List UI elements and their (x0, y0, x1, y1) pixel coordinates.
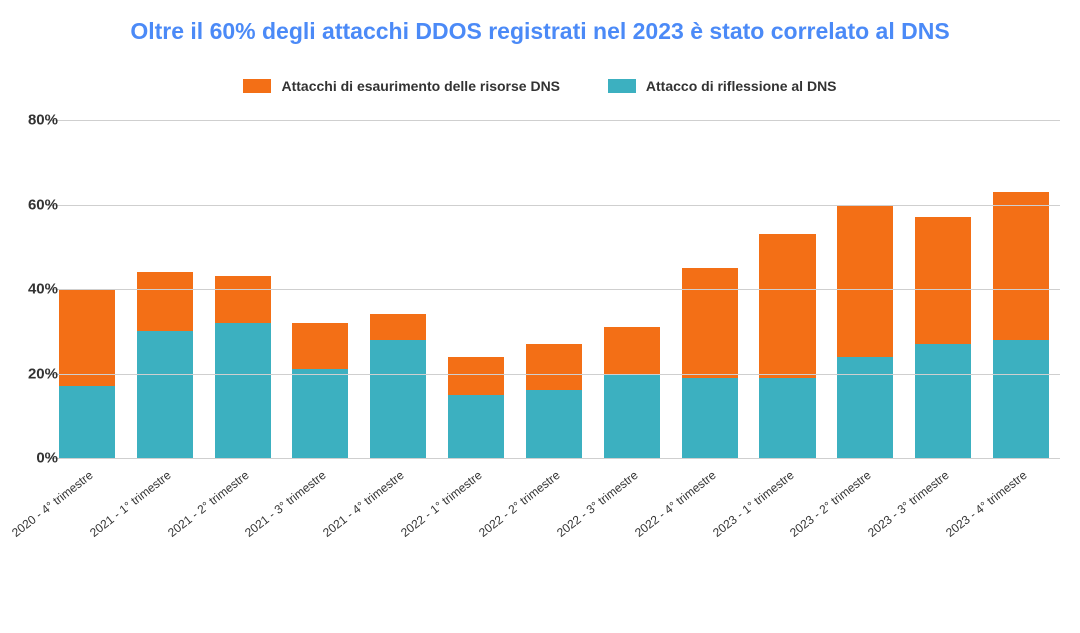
bar-segment-exhaustion (526, 344, 582, 390)
y-tick-label: 80% (28, 112, 58, 129)
y-tick-label: 40% (28, 281, 58, 298)
bar-segment-reflection (448, 395, 504, 458)
legend-label-exhaustion: Attacchi di esaurimento delle risorse DN… (281, 78, 560, 94)
bar-segment-exhaustion (292, 323, 348, 369)
bar (915, 217, 971, 458)
bar (604, 327, 660, 458)
chart-container: Oltre il 60% degli attacchi DDOS registr… (0, 0, 1080, 608)
bar-segment-reflection (59, 386, 115, 458)
bar-segment-exhaustion (448, 357, 504, 395)
bar (137, 272, 193, 458)
bar-segment-reflection (759, 378, 815, 458)
y-tick-label: 0% (36, 450, 58, 467)
plot-area (48, 120, 1060, 458)
bar (370, 314, 426, 458)
y-tick-label: 20% (28, 365, 58, 382)
bar (993, 192, 1049, 458)
bar-segment-exhaustion (837, 205, 893, 357)
bar-segment-exhaustion (370, 314, 426, 339)
bar-segment-exhaustion (759, 234, 815, 378)
chart-title: Oltre il 60% degli attacchi DDOS registr… (0, 18, 1080, 45)
bar (215, 276, 271, 458)
bar-segment-reflection (215, 323, 271, 458)
bar-segment-exhaustion (993, 192, 1049, 340)
grid-line (48, 374, 1060, 375)
grid-line (48, 205, 1060, 206)
bar-segment-reflection (837, 357, 893, 458)
grid-line (48, 120, 1060, 121)
bar (292, 323, 348, 458)
bar-segment-reflection (682, 378, 738, 458)
bar-segment-reflection (526, 390, 582, 458)
bar-segment-exhaustion (215, 276, 271, 322)
bar-segment-exhaustion (915, 217, 971, 344)
chart-legend: Attacchi di esaurimento delle risorse DN… (0, 78, 1080, 96)
bar-segment-reflection (137, 331, 193, 458)
legend-swatch-reflection (608, 79, 636, 93)
legend-label-reflection: Attacco di riflessione al DNS (646, 78, 837, 94)
bar (526, 344, 582, 458)
legend-swatch-exhaustion (243, 79, 271, 93)
bar-segment-reflection (370, 340, 426, 458)
bar-segment-reflection (604, 374, 660, 459)
bar-segment-exhaustion (137, 272, 193, 331)
legend-item-reflection: Attacco di riflessione al DNS (608, 78, 837, 94)
bar-segment-exhaustion (682, 268, 738, 378)
bar (682, 268, 738, 458)
grid-line (48, 458, 1060, 459)
bar-segment-reflection (993, 340, 1049, 458)
y-tick-label: 60% (28, 196, 58, 213)
bar (837, 205, 893, 458)
bar-segment-exhaustion (604, 327, 660, 373)
bar-segment-reflection (292, 369, 348, 458)
grid-line (48, 289, 1060, 290)
legend-item-exhaustion: Attacchi di esaurimento delle risorse DN… (243, 78, 560, 94)
x-axis-labels: 2020 - 4° trimestre2021 - 1° trimestre20… (48, 460, 1060, 600)
bar-segment-exhaustion (59, 289, 115, 386)
bar (448, 357, 504, 458)
bar-segment-reflection (915, 344, 971, 458)
bar (759, 234, 815, 458)
